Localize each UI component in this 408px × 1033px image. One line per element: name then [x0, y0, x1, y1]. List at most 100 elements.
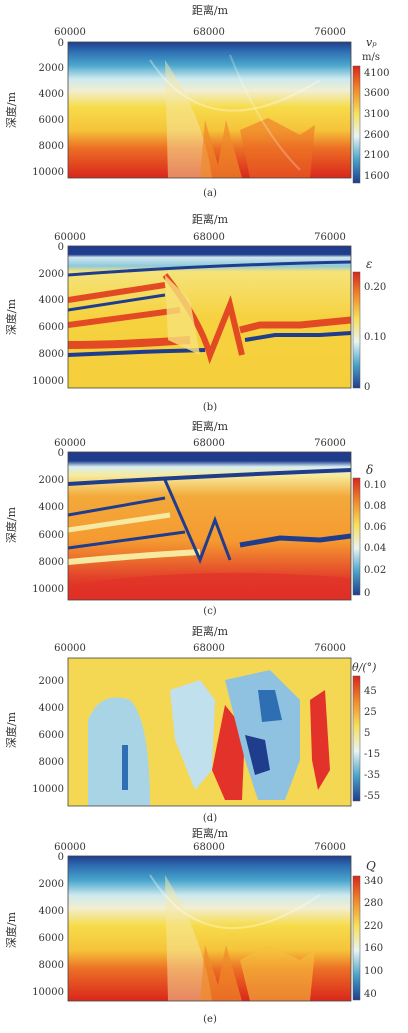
x-tick-label: 60000 [54, 232, 86, 243]
colorbar-tick: 45 [364, 686, 377, 697]
y-tick-label: 8000 [39, 349, 64, 360]
panel-e: 距离/m 60000 68000 76000 深度/m 0 2000 4000 … [4, 826, 383, 1025]
y-tick-label: 8000 [39, 757, 64, 768]
x-tick-label: 76000 [314, 438, 346, 449]
colorbar-label: θ/(°) [352, 661, 376, 674]
colorbar [352, 875, 361, 1001]
x-tick-label: 76000 [314, 27, 346, 38]
panel-caption: (e) [203, 1014, 217, 1025]
x-tick-label: 76000 [314, 842, 346, 853]
theta-model-image [68, 658, 351, 806]
y-tick-label: 10000 [32, 987, 64, 998]
colorbar-tick: 0.02 [364, 565, 386, 576]
x-tick-label: 60000 [54, 27, 86, 38]
y-tick-label: 2000 [39, 676, 64, 687]
y-axis-title: 深度/m [4, 911, 18, 948]
y-tick-label: 10000 [32, 584, 64, 595]
colorbar [352, 271, 361, 389]
colorbar-tick: 0.04 [364, 543, 386, 554]
colorbar-label: ε [366, 257, 372, 271]
epsilon-model-image [68, 246, 351, 388]
colorbar-tick: 4100 [364, 68, 389, 79]
y-tick-label: 2000 [39, 475, 64, 486]
panel-caption: (c) [203, 606, 217, 617]
colorbar-tick: -55 [364, 791, 380, 802]
colorbar-tick: 0.06 [364, 522, 386, 533]
x-tick-label: 68000 [193, 27, 225, 38]
colorbar-tick: 100 [364, 966, 383, 977]
colorbar-tick: 0.20 [364, 282, 386, 293]
colorbar [352, 65, 361, 184]
colorbar-tick: 0 [364, 382, 370, 393]
panel-d: 距离/m 60000 68000 76000 深度/m 2000 4000 60… [4, 624, 380, 824]
panel-caption: (d) [203, 813, 217, 824]
x-axis-title: 距离/m [192, 3, 229, 17]
panel-b: 距离/m 60000 68000 76000 深度/m 0 2000 4000 … [4, 212, 386, 413]
y-tick-label: 6000 [39, 730, 64, 741]
x-tick-label: 68000 [193, 842, 225, 853]
colorbar-tick: 0 [364, 588, 370, 599]
x-axis-title: 距离/m [192, 826, 229, 840]
panel-a: 距离/m 60000 68000 76000 深度/m 0 2000 4000 … [4, 3, 389, 199]
q-model-image [68, 856, 351, 1001]
y-axis-title: 深度/m [4, 506, 18, 543]
y-axis-title: 深度/m [4, 711, 18, 748]
y-tick-label: 6000 [39, 530, 64, 541]
y-tick-label: 2000 [39, 269, 64, 280]
x-tick-label: 68000 [193, 232, 225, 243]
x-tick-label: 68000 [193, 643, 225, 654]
x-tick-label: 60000 [54, 438, 86, 449]
y-tick-label: 2000 [39, 63, 64, 74]
colorbar-tick: -15 [364, 749, 380, 760]
colorbar-tick: 2100 [364, 150, 389, 161]
x-tick-label: 60000 [54, 643, 86, 654]
colorbar-tick: 220 [364, 921, 383, 932]
colorbar-tick: 25 [364, 707, 377, 718]
colorbar-label: vₚ [366, 36, 377, 49]
panel-c: 距离/m 60000 68000 76000 深度/m 0 2000 4000 … [4, 419, 386, 617]
colorbar-label: δ [366, 463, 373, 477]
y-axis-title: 深度/m [4, 91, 18, 128]
x-axis-title: 距离/m [192, 419, 229, 433]
y-axis-title: 深度/m [4, 298, 18, 335]
x-axis-title: 距离/m [192, 624, 229, 638]
y-tick-label: 4000 [39, 89, 64, 100]
colorbar-unit: m/s [362, 52, 380, 63]
y-tick-label: 4000 [39, 906, 64, 917]
x-axis-title: 距离/m [192, 212, 229, 226]
y-tick-label: 10000 [32, 376, 64, 387]
y-tick-label: 4000 [39, 703, 64, 714]
y-tick-label: 6000 [39, 115, 64, 126]
y-tick-label: 6000 [39, 933, 64, 944]
y-tick-label: 8000 [39, 141, 64, 152]
panel-caption: (a) [203, 188, 217, 199]
colorbar-tick: 0.08 [364, 501, 386, 512]
colorbar-label: Q [366, 859, 376, 873]
colorbar-tick: 340 [364, 876, 383, 887]
y-tick-label: 4000 [39, 502, 64, 513]
x-tick-label: 68000 [193, 438, 225, 449]
y-tick-label: 2000 [39, 879, 64, 890]
colorbar-tick: 5 [364, 728, 370, 739]
colorbar [352, 675, 361, 802]
colorbar [352, 477, 361, 596]
y-tick-label: 0 [58, 242, 64, 253]
x-tick-label: 76000 [314, 643, 346, 654]
y-tick-label: 0 [58, 38, 64, 49]
y-tick-label: 8000 [39, 557, 64, 568]
colorbar-tick: 3600 [364, 88, 389, 99]
colorbar-tick: 0.10 [364, 480, 386, 491]
colorbar-tick: 2600 [364, 130, 389, 141]
y-tick-label: 10000 [32, 167, 64, 178]
colorbar-tick: 280 [364, 898, 383, 909]
panel-caption: (b) [203, 402, 217, 413]
colorbar-tick: 3100 [364, 109, 389, 120]
colorbar-tick: 1600 [364, 171, 389, 182]
y-tick-label: 6000 [39, 322, 64, 333]
y-tick-label: 0 [58, 448, 64, 459]
colorbar-tick: 40 [364, 989, 377, 1000]
x-tick-label: 60000 [54, 842, 86, 853]
colorbar-tick: -35 [364, 770, 380, 781]
x-tick-label: 76000 [314, 232, 346, 243]
